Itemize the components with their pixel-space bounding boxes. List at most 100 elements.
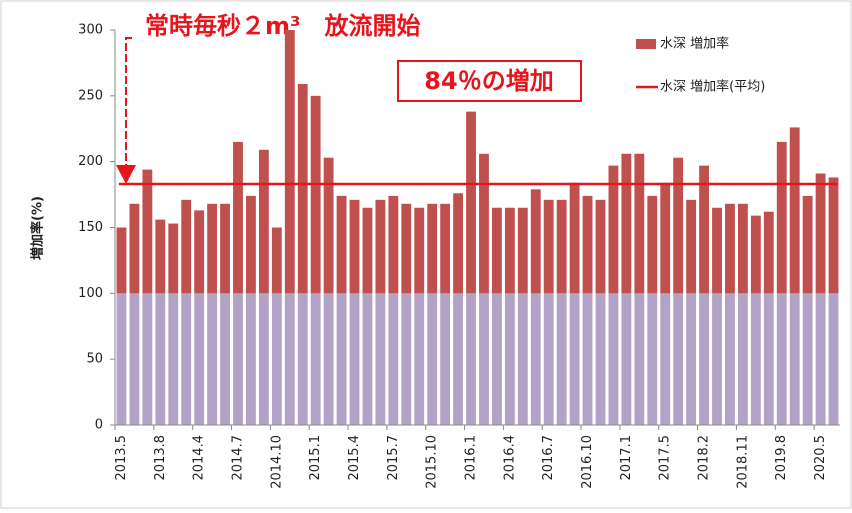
- bar: [155, 219, 166, 294]
- bar-base: [142, 293, 153, 425]
- bar: [220, 203, 230, 294]
- bar: [246, 195, 256, 294]
- bar-base: [543, 293, 554, 425]
- bar-base: [776, 293, 787, 425]
- bar: [284, 30, 295, 294]
- bar-base: [194, 293, 205, 425]
- bar-base: [750, 293, 761, 425]
- bar-base: [207, 293, 218, 425]
- bar-base: [556, 293, 567, 425]
- y-tick-label: 150: [78, 220, 103, 235]
- bar: [116, 227, 127, 294]
- x-tick-label: 2014.7: [230, 435, 245, 481]
- bar: [207, 203, 218, 294]
- bar: [310, 95, 321, 294]
- y-axis-label: 増加率(%): [30, 196, 46, 260]
- y-tick-label: 250: [78, 88, 103, 103]
- bar: [815, 173, 826, 294]
- x-tick-label: 2016.4: [502, 435, 517, 481]
- x-tick-label: 2015.7: [386, 435, 401, 481]
- bar-base: [362, 293, 373, 425]
- bar-base: [388, 293, 399, 425]
- bar: [647, 195, 658, 294]
- bar: [802, 195, 813, 294]
- bar-base: [466, 293, 476, 425]
- bar-base: [336, 293, 347, 425]
- bar-base: [220, 293, 230, 425]
- x-tick-label: 2018.2: [697, 435, 712, 481]
- bar: [375, 199, 386, 294]
- x-tick-label: 2014.4: [192, 435, 207, 481]
- bar: [673, 157, 684, 294]
- bar-base: [517, 293, 528, 425]
- y-tick-label: 300: [78, 23, 103, 38]
- bar-base: [686, 293, 697, 425]
- bar: [142, 169, 153, 294]
- x-tick-label: 2015.1: [308, 435, 323, 481]
- bar-base: [246, 293, 256, 425]
- bar-base: [310, 293, 321, 425]
- bar-base: [660, 293, 671, 425]
- bar-base: [427, 293, 438, 425]
- bar-base: [725, 293, 735, 425]
- legend-label: 水深 増加率(平均): [660, 79, 765, 95]
- bar-base: [440, 293, 451, 425]
- y-tick-label: 200: [78, 154, 103, 169]
- bar: [479, 153, 489, 294]
- bar: [427, 203, 438, 294]
- bar-base: [569, 293, 580, 425]
- bar-base: [737, 293, 748, 425]
- y-tick-label: 50: [86, 352, 103, 367]
- bar-base: [530, 293, 541, 425]
- bar-base: [323, 293, 334, 425]
- bar-base: [233, 293, 243, 425]
- bar: [440, 203, 451, 294]
- bar: [181, 199, 192, 294]
- bar: [323, 157, 334, 294]
- bar: [608, 165, 619, 294]
- bar-base: [712, 293, 722, 425]
- x-tick-label: 2015.10: [425, 435, 440, 489]
- x-tick-label: 2020.5: [813, 435, 828, 481]
- bar: [297, 83, 308, 294]
- bar: [517, 207, 528, 294]
- bar: [349, 199, 360, 294]
- bar: [530, 189, 541, 294]
- bar-base: [349, 293, 360, 425]
- bar: [634, 153, 645, 294]
- bar: [129, 203, 140, 294]
- bar-base: [297, 293, 308, 425]
- bar: [258, 149, 269, 294]
- bar-base: [621, 293, 632, 425]
- bar: [699, 165, 709, 294]
- bar-base: [258, 293, 269, 425]
- bar-base: [155, 293, 166, 425]
- bar: [504, 207, 515, 294]
- bar: [621, 153, 632, 294]
- arrow-head: [116, 165, 136, 184]
- bar: [414, 207, 425, 294]
- bar-base: [284, 293, 295, 425]
- bar: [737, 203, 748, 294]
- bar-base: [504, 293, 515, 425]
- title: 常時毎秒２m³ 放流開始: [145, 12, 421, 40]
- bar-base: [634, 293, 645, 425]
- bar-base: [414, 293, 425, 425]
- bar: [492, 207, 502, 294]
- bar: [776, 141, 787, 294]
- bar-base: [595, 293, 606, 425]
- bar: [660, 182, 671, 294]
- bar: [686, 199, 697, 294]
- bar-base: [673, 293, 684, 425]
- x-tick-label: 2013.8: [153, 435, 168, 481]
- bar-base: [479, 293, 489, 425]
- bar: [763, 211, 774, 294]
- bar-base: [375, 293, 386, 425]
- bar: [543, 199, 554, 294]
- bar-base: [401, 293, 412, 425]
- bar-base: [789, 293, 800, 425]
- bar-base: [453, 293, 463, 425]
- x-tick-label: 2017.5: [658, 435, 673, 481]
- bar: [453, 193, 463, 294]
